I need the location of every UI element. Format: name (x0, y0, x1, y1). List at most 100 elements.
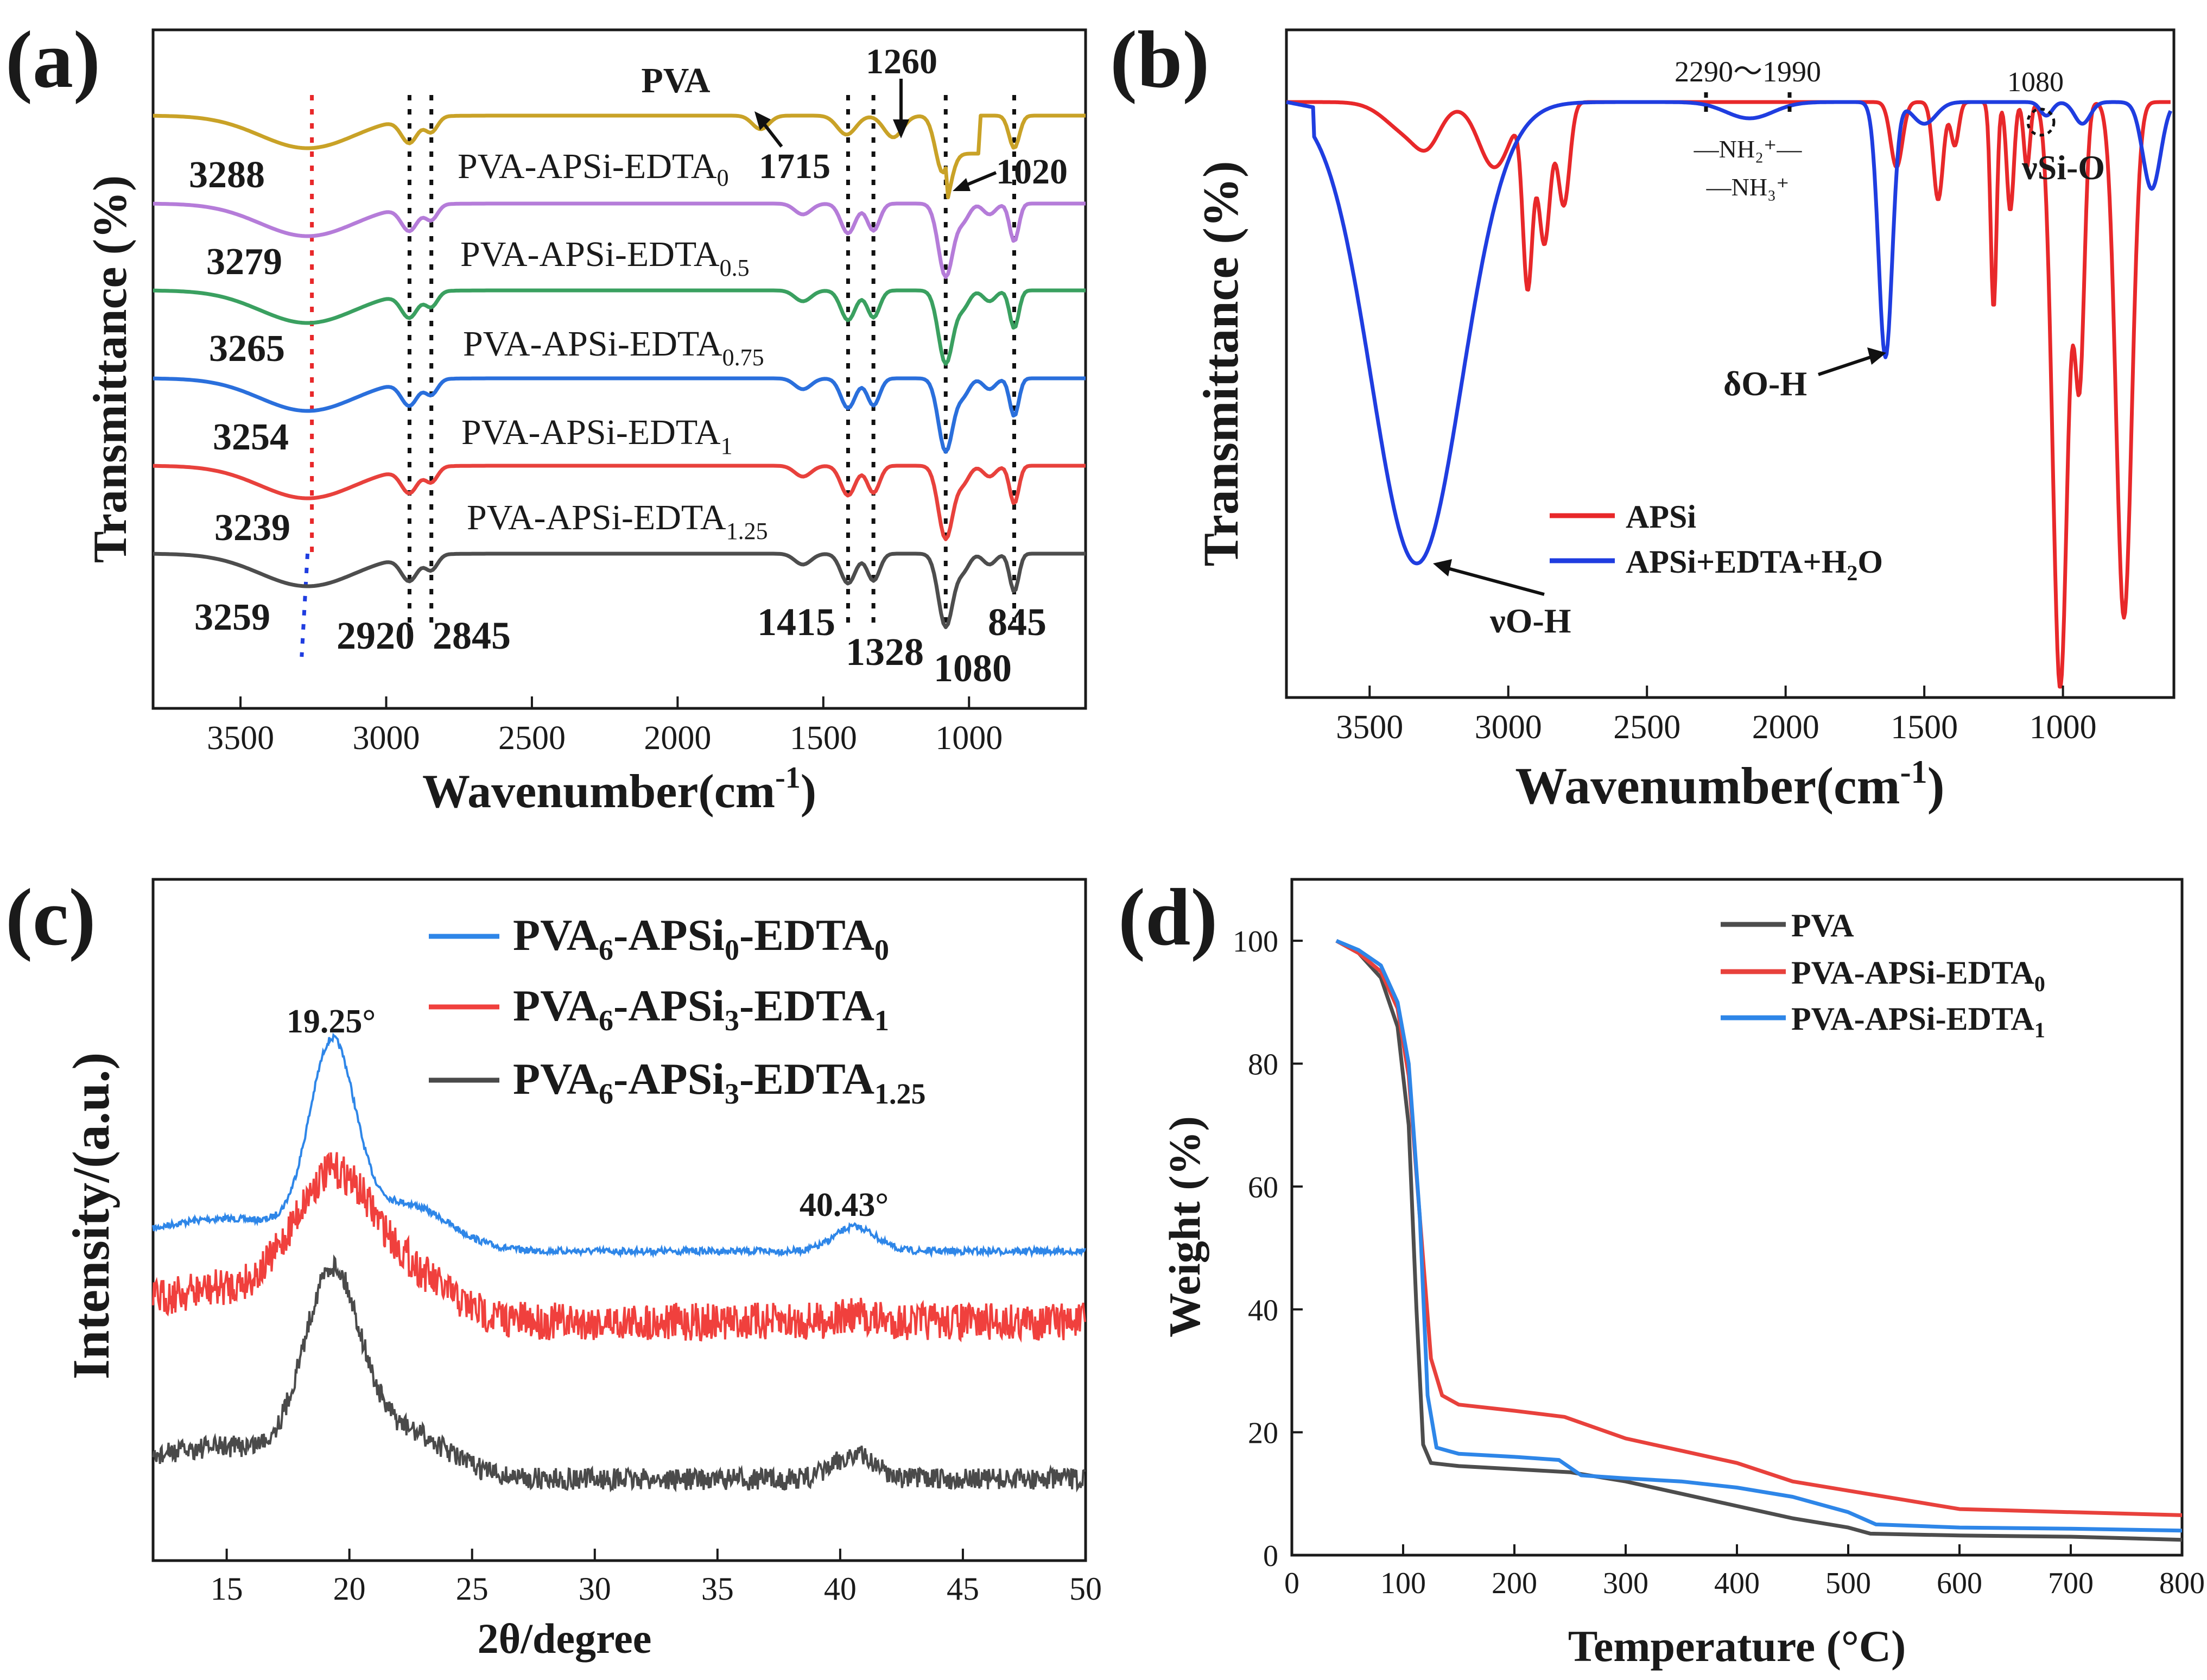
xtick-label-d-600: 600 (1937, 1567, 1982, 1600)
tga-curve-0 (1335, 939, 2183, 1542)
annot-1328: 1328 (846, 630, 924, 674)
panel-d: (d) 0 100 200 300 400 500 600 700 800 0 20 40 60 80 10… (1118, 872, 2205, 1671)
panel-d-xlabel: Temperature (°C) (1568, 1621, 1906, 1671)
panel-c-curves (152, 1032, 1086, 1493)
annot-range: 2290～1990 (1675, 55, 1821, 88)
panel-c-label: (c) (5, 872, 96, 962)
panel-d-label: (d) (1118, 872, 1217, 962)
annot-1715: 1715 (759, 147, 830, 186)
xtick-label-a-1500: 1500 (790, 720, 857, 757)
xtick-label-d-300: 300 (1603, 1567, 1648, 1600)
ytick-label-d-40: 40 (1248, 1294, 1278, 1327)
ftir-curve-1 (153, 201, 1086, 279)
xrd-c1 (152, 1152, 1086, 1343)
legend-d-pva: PVA (1791, 908, 1854, 943)
panel-c-xticks: 15 20 25 30 35 40 45 50 (211, 1549, 1102, 1607)
xtick-label-c-30: 30 (579, 1571, 611, 1607)
ytick-label-d-60: 60 (1248, 1171, 1278, 1204)
arrowhead-1715 (754, 111, 771, 130)
oh-peak-pva: 3288 (189, 154, 265, 196)
xrd-c2 (152, 1254, 1086, 1493)
oh-shift-line-blue (300, 553, 310, 657)
annot-1020: 1020 (996, 152, 1068, 192)
panel-d-curves (1335, 939, 2183, 1542)
xtick-label-c-45: 45 (947, 1571, 979, 1607)
legend-c2: PVA6-APSi3-EDTA1.25 (513, 1054, 926, 1110)
ftir-curve-0 (153, 113, 1086, 200)
annot-voh: νO-H (1489, 601, 1571, 640)
xtick-label-d-100: 100 (1380, 1567, 1426, 1600)
xtick-label-b-2500: 2500 (1613, 709, 1680, 746)
panel-b-label: (b) (1110, 15, 1209, 105)
xtick-label-d-700: 700 (2048, 1567, 2094, 1600)
arrowhead-doh (1867, 347, 1886, 365)
ytick-label-d-20: 20 (1248, 1417, 1278, 1450)
annot-2845: 2845 (433, 614, 511, 657)
panel-b-xticks: 3500 3000 2500 2000 1500 1000 (1336, 686, 2097, 746)
xtick-label-c-20: 20 (333, 1571, 366, 1607)
xtick-label-a-2000: 2000 (644, 720, 711, 757)
circle-1080 (2026, 107, 2056, 137)
xtick-label-d-800: 800 (2159, 1567, 2205, 1600)
annot-2920: 2920 (337, 614, 415, 657)
panel-b-xlabel: Wavenumber(cm-1) (1515, 754, 1944, 815)
legend-c1: PVA6-APSi3-EDTA1 (513, 981, 889, 1037)
annot-nh3: —NH₃⁺ (1706, 173, 1790, 201)
ftir-curve-3 (153, 376, 1086, 454)
ftir-curve-5 (153, 551, 1086, 629)
panel-a-label: (a) (5, 15, 100, 105)
panel-a-frame (151, 28, 1087, 710)
arrow-doh (1818, 354, 1876, 376)
annot-1080-b: 1080 (2007, 67, 2064, 98)
annot-845: 845 (988, 600, 1047, 644)
annot-1260: 1260 (866, 42, 937, 81)
xtick-label-a-3500: 3500 (207, 720, 274, 757)
xtick-label-d-0: 0 (1284, 1567, 1299, 1600)
panel-a-xlabel: Wavenumber(cm-1) (422, 761, 816, 818)
label-edta05: PVA-APSi-EDTA0.5 (460, 234, 750, 281)
xtick-label-b-1500: 1500 (1891, 709, 1958, 746)
xtick-label-c-50: 50 (1069, 1571, 1102, 1607)
panel-a-xticks: 3500 3000 2500 2000 1500 1000 (207, 696, 1003, 757)
xtick-label-d-500: 500 (1825, 1567, 1871, 1600)
xtick-label-d-400: 400 (1714, 1567, 1760, 1600)
arrowhead-1020 (953, 178, 971, 191)
arrowhead-1260 (893, 119, 909, 138)
xtick-label-b-3500: 3500 (1336, 709, 1403, 746)
legend-d-edta0: PVA-APSi-EDTA0 (1791, 955, 2045, 996)
xtick-label-b-3000: 3000 (1475, 709, 1542, 746)
panel-d-ticks: 0 100 200 300 400 500 600 700 800 0 20 40 60 80 100 (1233, 925, 2205, 1600)
label-edta0: PVA-APSi-EDTA0 (458, 147, 729, 191)
tga-curve-1 (1335, 939, 2183, 1517)
ytick-label-d-0: 0 (1263, 1539, 1278, 1573)
annot-19-25: 19.25° (287, 1003, 376, 1040)
oh-peak-edta125: 3259 (194, 597, 270, 638)
panel-b-ylabel: Transmittance (%) (1193, 161, 1248, 567)
panel-c-xlabel: 2θ/degree (478, 1615, 652, 1662)
annot-1415: 1415 (757, 600, 835, 644)
xtick-label-b-2000: 2000 (1752, 709, 1819, 746)
ftir-apsi-edta-curve (1285, 100, 2173, 566)
arrowhead-voh (1433, 559, 1452, 576)
label-edta075: PVA-APSi-EDTA0.75 (463, 324, 764, 371)
legend-apsi-edta: APSi+EDTA+H2O (1626, 544, 1883, 585)
label-edta125: PVA-APSi-EDTA1.25 (467, 498, 768, 544)
oh-peak-edta05: 3265 (209, 328, 285, 370)
arrow-voh (1443, 566, 1545, 596)
panel-c-frame (151, 878, 1087, 1562)
ftir-curve-2 (153, 288, 1086, 366)
panel-d-ylabel: Weight (%) (1160, 1116, 1209, 1337)
arrow-1715 (761, 121, 783, 148)
xtick-label-a-3000: 3000 (353, 720, 420, 757)
ytick-label-d-80: 80 (1248, 1048, 1278, 1082)
legend-apsi: APSi (1626, 499, 1696, 535)
label-edta1: PVA-APSi-EDTA1 (461, 413, 733, 459)
ftir-curve-4 (153, 464, 1086, 541)
panel-b-curves (1285, 100, 2173, 689)
xtick-label-c-15: 15 (211, 1571, 243, 1607)
annot-1080: 1080 (934, 646, 1012, 690)
panel-c: (c) 15 20 25 30 35 40 45 50 2θ/degree Intensity… (5, 872, 1102, 1662)
panel-c-ylabel: Intensity/(a.u.) (62, 1053, 120, 1380)
legend-d-edta1: PVA-APSi-EDTA1 (1791, 1001, 2045, 1042)
